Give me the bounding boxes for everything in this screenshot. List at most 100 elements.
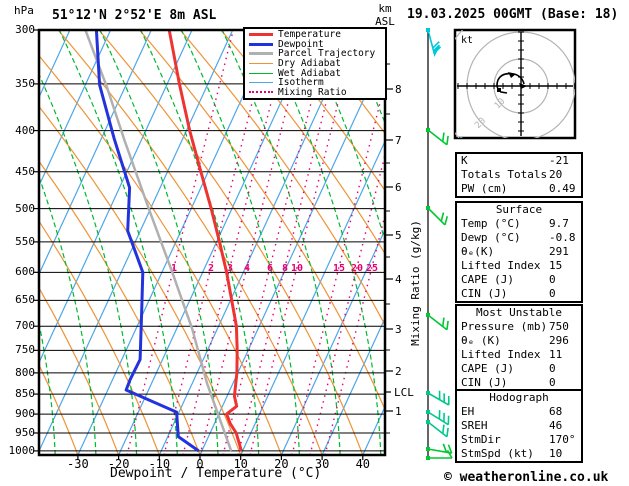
pressure-tick-label: 400 bbox=[15, 123, 35, 137]
table-row-label: CIN (J) bbox=[461, 287, 508, 300]
axis-tick-marks bbox=[33, 29, 364, 460]
table-row-label: CIN (J) bbox=[461, 376, 508, 389]
table-row-value: -0.8 bbox=[549, 231, 576, 244]
chart-border bbox=[37, 28, 387, 457]
mixing-ratio-label: 10 bbox=[291, 263, 303, 274]
table-row-value: 0 bbox=[549, 376, 556, 389]
table-row-label: Pressure (mb) bbox=[461, 320, 548, 333]
legend-item: Parcel Trajectory bbox=[249, 48, 385, 60]
table-block-hodograph: Hodograph EH 68 SREH 46 StmDir 170° StmSpd (kt)… bbox=[455, 389, 583, 463]
table-block-indices: K -21 Totals Totals 20 PW (cm) 0.49 bbox=[455, 152, 583, 198]
table-row: θₑ(K) 291 bbox=[457, 245, 581, 259]
mixing-ratio-label: 3 bbox=[227, 263, 233, 274]
hodograph-ring-label: 30 bbox=[454, 136, 469, 151]
run-date-title: 19.03.2025 00GMT (Base: 18) bbox=[407, 7, 619, 22]
station-title: 51°12'N 2°52'E 8m ASL bbox=[52, 8, 217, 23]
table-row-value: 0.49 bbox=[549, 182, 576, 195]
table-row-label: StmDir bbox=[461, 433, 501, 446]
legend-item-label: Parcel Trajectory bbox=[278, 48, 376, 60]
table-row: θₑ (K) 296 bbox=[457, 334, 581, 348]
pressure-tick-label: 750 bbox=[15, 343, 35, 357]
mixing-ratio-label: 2 bbox=[208, 263, 214, 274]
legend-line-sample bbox=[249, 91, 273, 94]
mixing-ratio-label: 4 bbox=[244, 263, 250, 274]
hodograph-unit-label: kt bbox=[461, 35, 473, 46]
mixing-ratio-axis-title: Mixing Ratio (g/kg) bbox=[409, 220, 422, 346]
temperature-tick-label: 30 bbox=[314, 457, 330, 471]
pressure-tick-label: 800 bbox=[15, 365, 35, 379]
table-row: Dewp (°C) -0.8 bbox=[457, 231, 581, 245]
legend-item-label: Dry Adiabat bbox=[278, 58, 341, 70]
mixing-ratio-label: 25 bbox=[366, 263, 378, 274]
wind-barb bbox=[426, 420, 449, 438]
legend: Temperature Dewpoint Parcel Trajectory Dry … bbox=[243, 27, 387, 101]
legend-line-sample bbox=[249, 42, 273, 46]
mixing-ratio-label: 8 bbox=[282, 263, 288, 274]
lcl-label: LCL bbox=[394, 386, 414, 399]
legend-item: Dry Adiabat bbox=[249, 58, 385, 70]
table-block-title: Most Unstable bbox=[475, 306, 563, 319]
table-row-value: 0 bbox=[549, 362, 556, 375]
temperature-tick-label: 10 bbox=[233, 457, 248, 471]
pressure-tick-label: 1000 bbox=[8, 443, 36, 457]
table-row-label: SREH bbox=[461, 419, 488, 432]
x-axis-title: Dewpoint / Temperature (°C) bbox=[110, 466, 322, 481]
table-row-label: Lifted Index bbox=[461, 348, 541, 361]
mixing-ratio-lines bbox=[126, 30, 385, 455]
copyright: © weatheronline.co.uk bbox=[444, 470, 609, 485]
table-row-label: Temp (°C) bbox=[461, 217, 521, 230]
table-row: CAPE (J) 0 bbox=[457, 273, 581, 287]
km-axis-unit-line2: ASL bbox=[375, 15, 395, 28]
km-tick-label: 3 bbox=[395, 323, 402, 336]
wind-barb bbox=[426, 128, 449, 146]
km-tick-label: 6 bbox=[395, 181, 402, 194]
wind-barb bbox=[426, 313, 449, 331]
table-row-label: CAPE (J) bbox=[461, 362, 514, 375]
table-row-value: 296 bbox=[549, 334, 569, 347]
legend-item-label: Isotherm bbox=[278, 77, 324, 89]
legend-item: Wet Adiabat bbox=[249, 67, 385, 79]
legend-item-label: Mixing Ratio bbox=[278, 86, 347, 98]
pressure-tick-label: 600 bbox=[15, 265, 35, 279]
km-axis-unit-line1: km bbox=[378, 2, 392, 15]
wind-barb bbox=[426, 443, 453, 454]
legend-line-sample bbox=[249, 82, 273, 84]
mixing-ratio-label: 6 bbox=[267, 263, 273, 274]
temperature-tick-label: 0 bbox=[196, 457, 204, 471]
km-tick-label: 5 bbox=[395, 229, 402, 242]
mixing-ratio-labels: 1 2 3 4 6 8 10 15 20 25 bbox=[171, 263, 378, 274]
table-row: K -21 bbox=[457, 154, 581, 168]
dewpoint-curve bbox=[94, 30, 200, 453]
pressure-tick-label: 850 bbox=[15, 387, 35, 401]
table-row-value: 46 bbox=[549, 419, 563, 432]
table-row-value: 9.7 bbox=[549, 217, 569, 230]
km-tick-label: 1 bbox=[395, 405, 402, 418]
mixing-ratio-label: 15 bbox=[333, 263, 345, 274]
pressure-tick-label: 950 bbox=[15, 425, 35, 439]
legend-item-label: Dewpoint bbox=[278, 38, 324, 50]
pressure-tick-label: 550 bbox=[15, 234, 35, 248]
wind-barb-column bbox=[426, 28, 453, 460]
table-block-surface: Surface Temp (°C) 9.7 Dewp (°C) -0.8 θₑ(K) 291… bbox=[455, 201, 583, 303]
table-row: SREH 46 bbox=[457, 419, 581, 433]
pressure-tick-label: 650 bbox=[15, 293, 35, 307]
table-row: CIN (J) 0 bbox=[457, 287, 581, 301]
table-row-value: 170° bbox=[549, 433, 576, 446]
table-row-value: 750 bbox=[549, 320, 569, 333]
table-row-label: EH bbox=[461, 405, 475, 418]
table-block-most-unstable: Most Unstable Pressure (mb) 750 θₑ (K) 296 Li… bbox=[455, 304, 583, 392]
table-row-value: 291 bbox=[549, 245, 569, 258]
table-row-label: Dewp (°C) bbox=[461, 231, 521, 244]
table-row-value: 15 bbox=[549, 259, 563, 272]
sounding-curves bbox=[84, 30, 243, 453]
legend-item: Temperature bbox=[249, 29, 385, 40]
parcel-trajectory-curve bbox=[84, 30, 233, 452]
legend-line-sample bbox=[249, 72, 273, 74]
pressure-axis-unit: hPa bbox=[14, 4, 34, 17]
legend-line-sample bbox=[249, 52, 273, 56]
table-row-value: 0 bbox=[549, 273, 556, 286]
legend-item-label: Wet Adiabat bbox=[278, 67, 341, 79]
temperature-curve bbox=[167, 30, 243, 452]
table-row-label: PW (cm) bbox=[461, 182, 508, 195]
